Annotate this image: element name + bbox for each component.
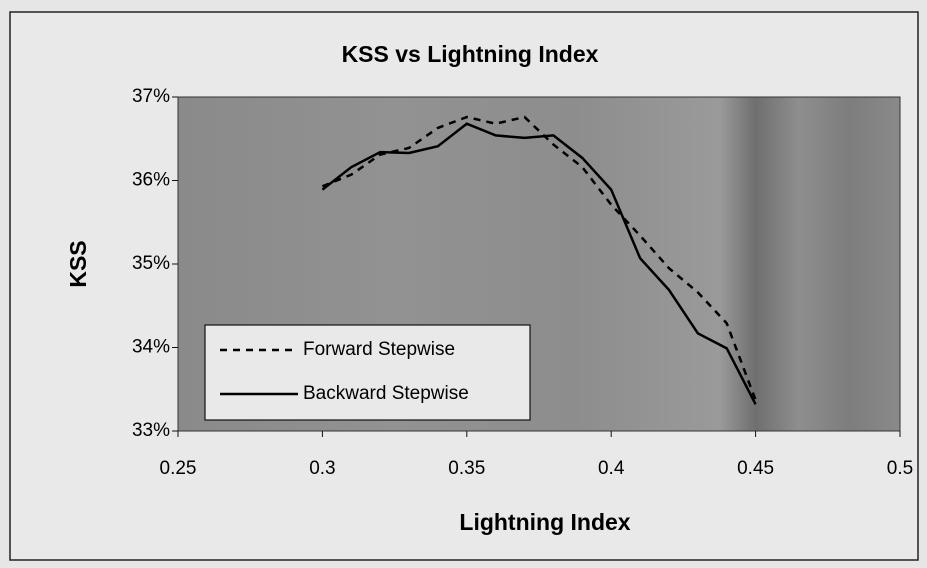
x-axis-label: Lightning Index	[459, 509, 630, 535]
y-tick-label: 35%	[132, 253, 170, 274]
chart-title: KSS vs Lightning Index	[342, 41, 599, 67]
x-tick-label: 0.35	[448, 458, 485, 479]
legend: Forward Stepwise Backward Stepwise	[204, 324, 531, 421]
legend-label: Backward Stepwise	[303, 383, 469, 404]
x-tick-label: 0.45	[737, 458, 774, 479]
y-tick-label: 37%	[132, 86, 170, 107]
x-tick-label: 0.3	[309, 458, 335, 479]
plot-marks	[321, 115, 757, 405]
x-tick-label: 0.25	[160, 458, 197, 479]
x-tick-label: 0.5	[887, 458, 913, 479]
y-tick-label: 36%	[132, 170, 170, 191]
x-tick-label: 0.4	[598, 458, 625, 479]
y-tick-label: 34%	[132, 337, 170, 358]
series-line	[321, 115, 757, 401]
legend-box	[204, 324, 531, 421]
y-axis-label: KSS	[65, 240, 91, 287]
legend-label: Forward Stepwise	[303, 339, 455, 360]
series-line	[321, 122, 757, 405]
y-tick-label: 33%	[132, 420, 170, 441]
